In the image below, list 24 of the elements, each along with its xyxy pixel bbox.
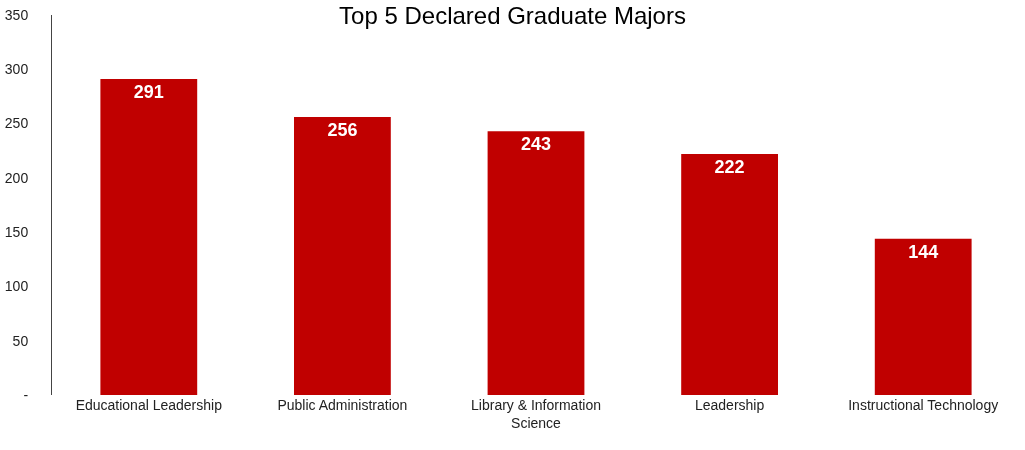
data-label: 144 (908, 241, 939, 262)
data-label: 243 (520, 134, 552, 155)
bar (487, 131, 585, 395)
y-tick-label: 100 (4, 278, 29, 295)
x-tick-label: Leadership (694, 397, 765, 413)
y-tick-label: 250 (4, 115, 29, 132)
y-tick-label: 150 (4, 224, 29, 241)
bar (100, 79, 198, 395)
y-tick-label: 50 (12, 332, 29, 349)
x-tick-label: Library & Information Science (471, 397, 601, 432)
x-tick-label: Instructional Technology (848, 397, 999, 413)
bar (294, 117, 391, 395)
data-label: 291 (133, 82, 164, 103)
bar (874, 238, 972, 395)
bar (681, 153, 778, 395)
x-tick-label: Public Administration (277, 397, 408, 413)
y-tick-label: 300 (4, 61, 29, 78)
chart-title: Top 5 Declared Graduate Majors (339, 1, 686, 29)
y-tick-label: - (23, 386, 29, 403)
y-tick-label: 200 (4, 169, 29, 186)
data-label: 222 (714, 156, 745, 177)
y-tick-label: 350 (4, 6, 29, 23)
x-tick-label: Educational Leadership (75, 397, 223, 413)
data-label: 256 (327, 120, 358, 141)
